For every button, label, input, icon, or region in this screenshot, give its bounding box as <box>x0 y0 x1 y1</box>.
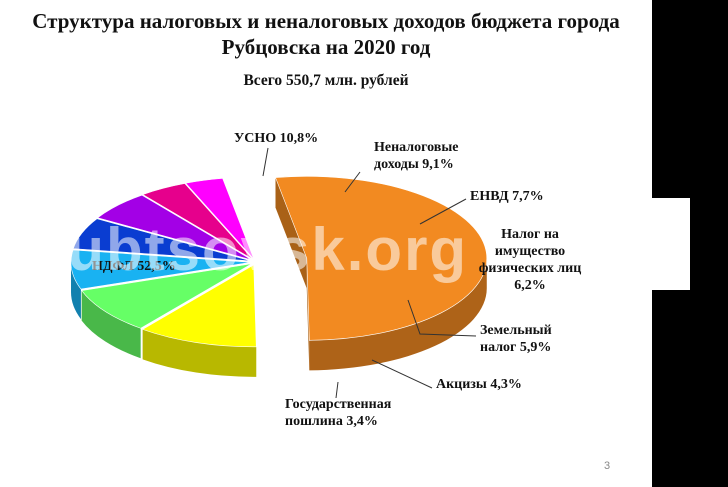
chart-title-line-1: Структура налоговых и неналоговых доходо… <box>32 9 620 33</box>
slice-side-wall-1 <box>142 329 257 377</box>
page-number: 3 <box>604 460 611 472</box>
slice-label-1-line-0: УСНО 10,8% <box>234 131 318 146</box>
leader-line-3 <box>419 198 467 225</box>
slice-label-5-line-1: налог 5,9% <box>480 340 551 355</box>
pie-slice-1 <box>141 264 257 348</box>
chart-title: Структура налоговых и неналоговых доходо… <box>0 8 652 60</box>
slice-label-7-line-1: пошлина 3,4% <box>285 414 378 429</box>
slice-label-4-line-1: имущество <box>495 244 565 259</box>
watermark-text: rubtsovsk.org <box>42 216 468 283</box>
slice-label-7-line-0: Государственная <box>285 397 392 412</box>
slice-label-6-line-0: Акцизы 4,3% <box>436 377 522 392</box>
slice-labels: НДФЛ 52,5% УСНО 10,8% Неналоговые доходы 9,… <box>92 131 581 429</box>
pie-slice-3 <box>70 249 252 290</box>
slice-label-4-line-3: 6,2% <box>514 278 546 293</box>
pie-slice-2 <box>81 263 252 329</box>
leader-line-6 <box>371 359 433 389</box>
slice-side-wall-2 <box>81 290 141 359</box>
slice-label-4-line-2: физических лиц <box>479 261 582 276</box>
white-notch <box>652 198 690 290</box>
leader-line-5 <box>407 299 477 337</box>
leader-line-7 <box>335 381 339 399</box>
slice-label-5-line-0: Земельный <box>480 323 552 338</box>
slice-label-3-line-0: ЕНВД 7,7% <box>470 189 544 204</box>
pie-slice-5 <box>97 194 253 261</box>
leader-line-2 <box>344 171 361 193</box>
pie-slice-6 <box>142 183 254 260</box>
slice-side-wall-0 <box>309 258 487 371</box>
pie-slice-7 <box>185 178 255 260</box>
slice-label-2-line-0: Неналоговые <box>374 140 459 155</box>
slice-label-0-line-0: НДФЛ 52,5% <box>92 259 176 274</box>
pie-slice-4 <box>72 218 252 262</box>
slice-label-2-line-1: доходы 9,1% <box>374 157 454 172</box>
chart-subtitle: Всего 550,7 млн. рублей <box>243 72 409 89</box>
chart-title-line-2: Рубцовска на 2020 год <box>221 35 431 59</box>
leader-line-1 <box>262 147 269 177</box>
slice-side-face-ndfl <box>275 177 307 289</box>
slice-label-4-line-0: Налог на <box>501 227 559 242</box>
pie-chart: НДФЛ 52,5% УСНО 10,8% Неналоговые доходы 9,… <box>42 131 582 429</box>
pie-sides <box>71 177 487 377</box>
pie-slice-0 <box>275 176 487 341</box>
pie-tops <box>70 176 487 348</box>
